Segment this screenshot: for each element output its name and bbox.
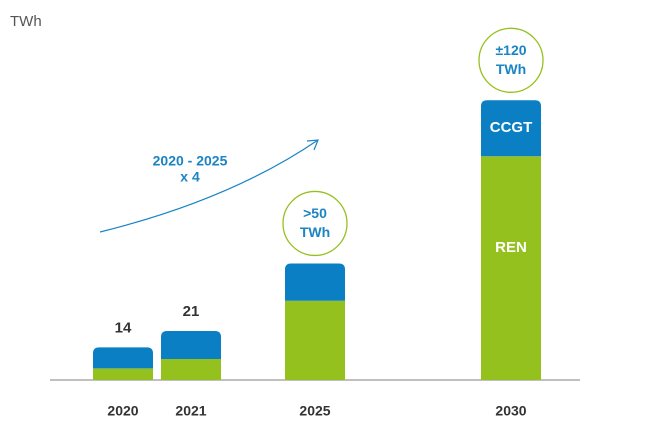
- total-badge: [478, 27, 544, 93]
- bar-segment: [93, 368, 153, 380]
- bar-segment: [161, 359, 221, 380]
- total-label: 14: [115, 319, 132, 336]
- total-label: ±120: [495, 42, 526, 58]
- growth-arrow: [99, 139, 319, 233]
- total-label: >50: [303, 205, 327, 221]
- bar-segment: [93, 347, 153, 369]
- x-tick-label: 2025: [299, 403, 330, 419]
- segment-label: REN: [495, 239, 527, 256]
- x-tick-label: 2020: [107, 403, 138, 419]
- total-label: TWh: [300, 224, 330, 240]
- unit-label: TWh: [10, 13, 42, 30]
- annotation: x 4: [180, 169, 200, 185]
- bar-segment: [161, 331, 221, 360]
- bar-segment: [481, 156, 541, 380]
- x-tick-label: 2021: [175, 403, 206, 419]
- bar-segment: [285, 300, 345, 380]
- bar-segment: [285, 263, 345, 301]
- total-label: TWh: [496, 61, 526, 77]
- total-label: 21: [183, 303, 200, 320]
- total-badge: [282, 190, 348, 257]
- segment-label: CCGT: [490, 119, 533, 136]
- bar-segment: [481, 100, 541, 157]
- arrow-head: [306, 139, 319, 151]
- x-tick-label: 2030: [495, 403, 526, 419]
- annotation: 2020 - 2025: [153, 153, 228, 169]
